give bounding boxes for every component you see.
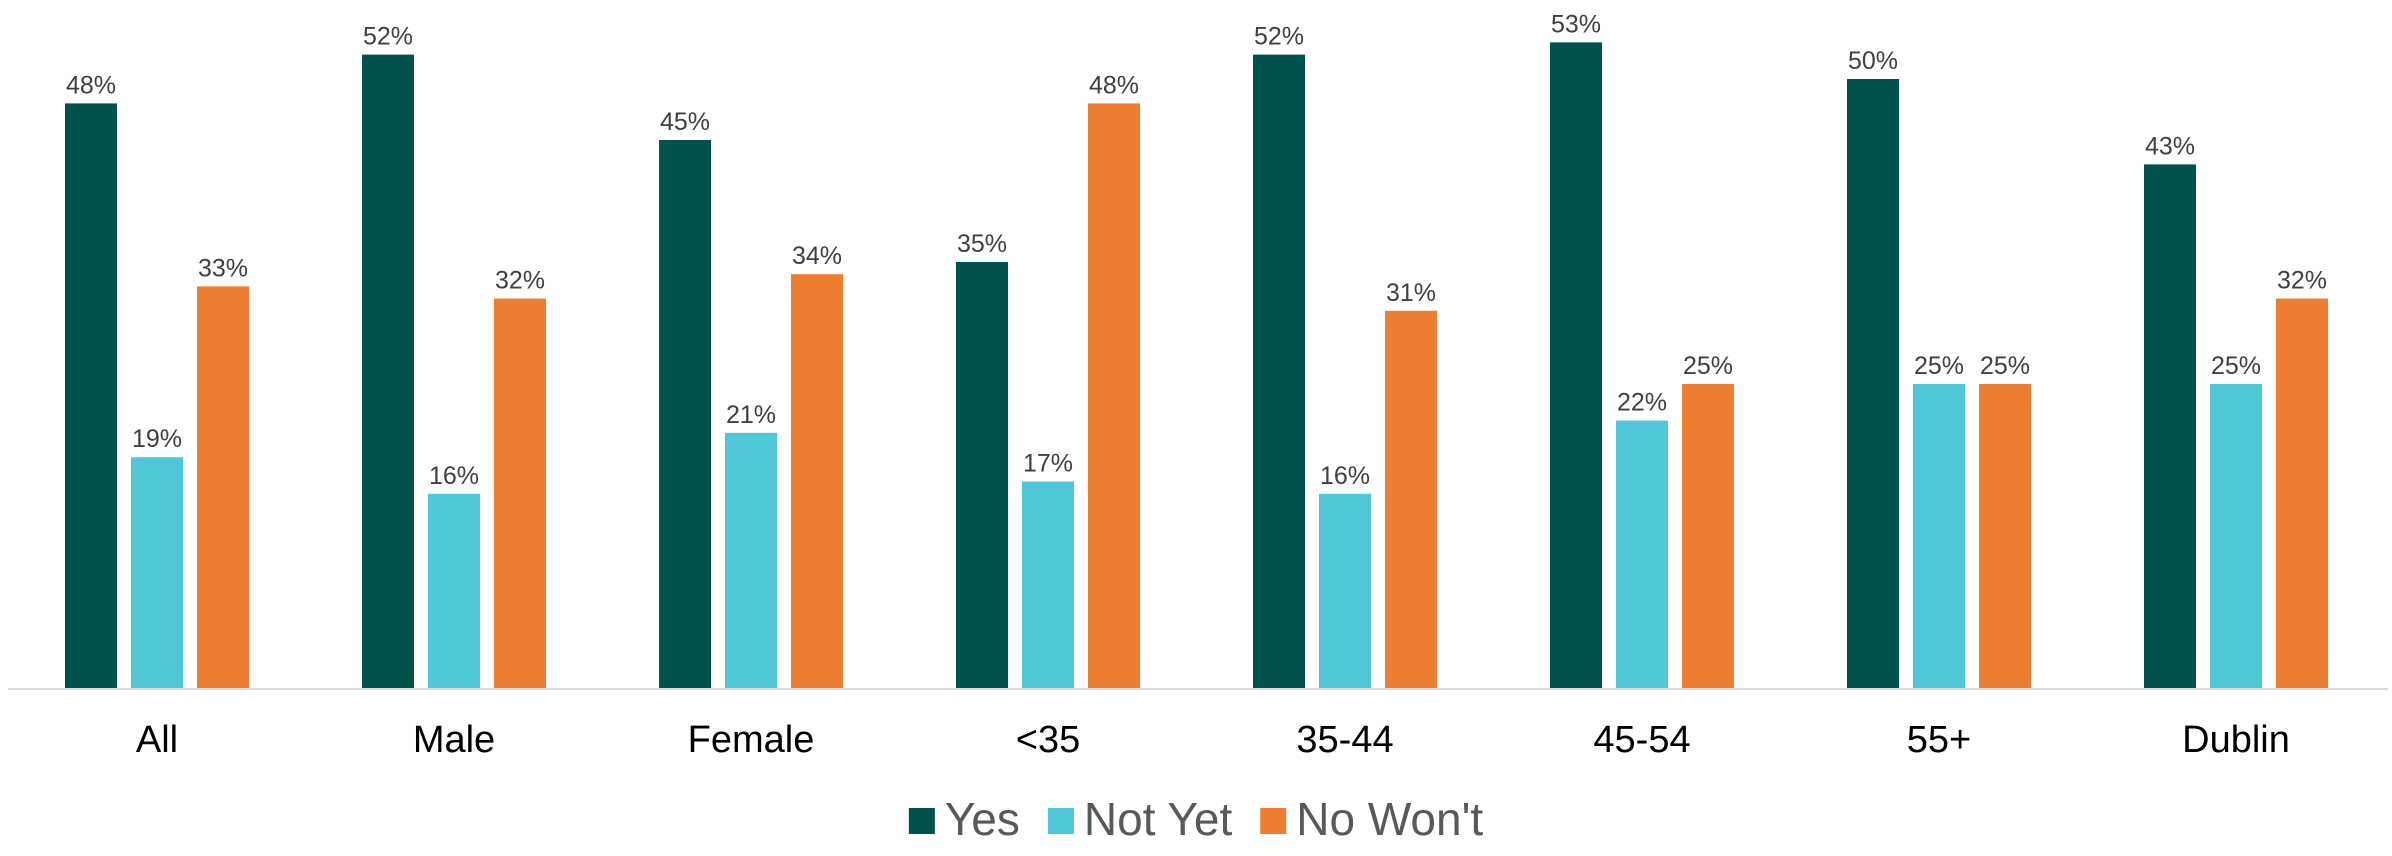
category-label: 55+ [1907,719,1971,761]
category-label: 45-54 [1593,719,1690,761]
legend-swatch-yes [908,808,935,834]
legend: Yes Not Yet No Won't [908,793,1483,845]
data-label: 43% [2145,132,2195,160]
data-label: 45% [660,108,710,136]
legend-swatch-not-yet [1047,808,1074,834]
category-label: <35 [1016,719,1080,761]
data-label: 50% [1848,47,1898,75]
data-label: 48% [66,71,116,99]
data-label: 53% [1551,10,1601,38]
category-label: Male [413,719,495,761]
data-label: 19% [132,425,182,453]
bars-layer [65,42,2328,690]
bar-yes-male [362,54,414,690]
data-label: 32% [2277,267,2327,295]
legend-label-no-won-t: No Won't [1296,793,1483,845]
category-label: 35-44 [1296,719,1393,761]
data-label: 16% [429,462,479,490]
bar-no-won-t-dublin [2276,298,2328,689]
bar-not-yet-35-44 [1319,493,1371,689]
data-labels-layer: 48% 19% 33% 52% 16% 32% 45% 21% 34% 35% 17% 48% 52% 1… [66,10,2327,489]
bar-not-yet-dublin [2210,384,2262,689]
data-label: 25% [1914,352,1964,380]
data-label: 34% [792,242,842,270]
bar-no-won-t-35-44 [1385,310,1437,689]
data-label: 25% [1683,352,1733,380]
bar-no-won-t-55 [1979,384,2031,689]
category-label: All [136,719,178,761]
bar-yes-45-54 [1550,42,1602,689]
bar-not-yet-55 [1913,384,1965,689]
bar-yes-dublin [2144,164,2196,689]
legend-swatch-no-won-t [1260,808,1287,834]
data-label: 52% [363,23,413,51]
data-label: 32% [495,267,545,295]
data-label: 25% [2211,352,2261,380]
legend-label-yes: Yes [945,793,1020,845]
data-label: 48% [1089,71,1139,99]
bar-yes-under-35 [956,262,1008,689]
bar-not-yet-all [131,457,183,689]
bar-not-yet-female [725,432,777,689]
bar-yes-55 [1847,79,1899,689]
data-label: 25% [1980,352,2030,380]
category-label: Female [688,719,815,761]
data-label: 17% [1023,450,1073,478]
bar-not-yet-under-35 [1022,481,1074,689]
bar-yes-female [659,140,711,689]
category-label: Dublin [2182,719,2290,761]
bar-yes-35-44 [1253,54,1305,690]
data-label: 22% [1617,389,1667,417]
data-label: 16% [1320,462,1370,490]
category-labels-layer: All Male Female <35 35-44 45-54 55+ Dublin [136,719,2290,761]
data-label: 33% [198,254,248,282]
bar-no-won-t-45-54 [1682,384,1734,689]
data-label: 35% [957,230,1007,258]
bar-no-won-t-female [791,274,843,689]
bar-not-yet-45-54 [1616,420,1668,689]
data-label: 31% [1386,279,1436,307]
bar-not-yet-male [428,493,480,689]
bar-no-won-t-under-35 [1088,103,1140,689]
bar-no-won-t-all [197,286,249,689]
bar-no-won-t-male [494,298,546,689]
bar-yes-all [65,103,117,689]
data-label: 52% [1254,23,1304,51]
data-label: 21% [726,401,776,429]
legend-label-not-yet: Not Yet [1084,793,1233,845]
